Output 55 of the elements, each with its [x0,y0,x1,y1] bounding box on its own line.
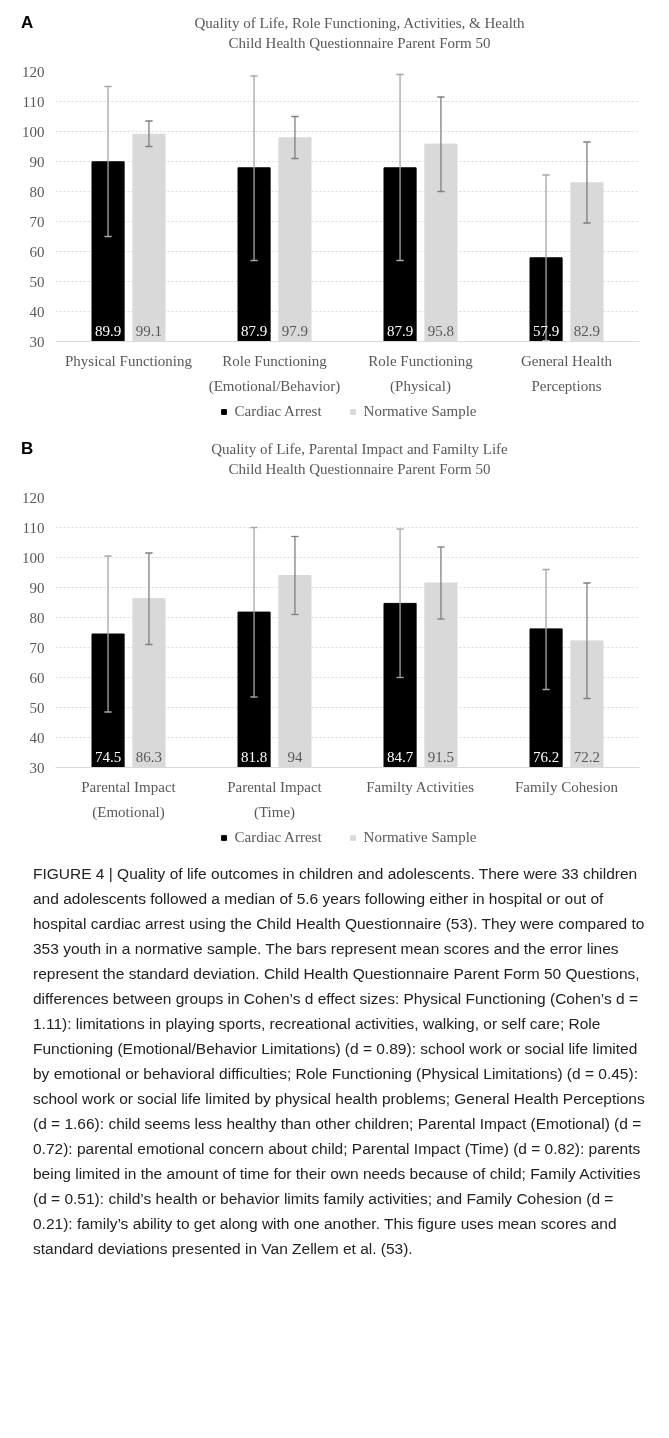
y-tick-label: 100 [22,123,45,140]
data-label: 97.9 [281,322,309,339]
legend-label: Cardiac Arrest [234,828,322,846]
chart-title: Quality of Life, Role Functioning, Activities, & Health [193,14,526,33]
category-label: Parental Impact (Time) [227,778,322,820]
y-tick-label: 50 [29,273,45,290]
text: A [21,12,34,34]
legend-label: Cardiac Arrest [234,402,322,420]
category-label: General Health Perceptions [520,352,613,394]
chart-subtitle: Child Health Questionnaire Parent Form 50 [227,34,492,53]
y-tick-label: 80 [29,183,45,200]
data-label: 57.9 [532,322,560,339]
y-tick-label: 40 [29,729,45,746]
chart-subtitle: Child Health Questionnaire Parent Form 50 [227,460,492,479]
data-label: 81.8 [240,748,268,765]
y-tick-label: 30 [29,759,45,776]
x-tick-label: Family Cohesion [515,778,619,795]
x-tick-label: Physical Functioning [64,352,193,369]
y-tick-label: 120 [22,489,45,506]
legend-label: Normative Sample [363,828,477,846]
category-label: Parental Impact (Emotional) [81,778,176,820]
y-tick-label: 100 [22,549,45,566]
category-label: Role Functioning (Emotional/Behavior) [208,352,341,394]
x-tick-label: Familty Activities [366,778,475,795]
y-tick-label: 30 [29,333,45,350]
y-tick-label: 50 [29,699,45,716]
y-tick-label: 80 [29,609,45,626]
chart-title: Quality of Life, Parental Impact and Familty Life [210,440,509,459]
y-tick-label: 90 [29,579,45,596]
data-label: 87.9 [240,322,268,339]
y-tick-label: 70 [29,639,45,656]
data-label: 95.8 [427,322,455,339]
data-label: 76.2 [532,748,560,765]
y-tick-label: 70 [29,213,45,230]
data-label: 72.2 [573,748,601,765]
text: B [21,438,34,460]
data-label: 94 [287,748,303,765]
y-tick-label: 40 [29,303,45,320]
data-label: 87.9 [386,322,414,339]
data-label: 99.1 [135,322,163,339]
y-tick-label: 110 [22,519,45,536]
data-label: 86.3 [135,748,163,765]
y-tick-label: 90 [29,153,45,170]
y-tick-label: 120 [22,63,45,80]
data-label: 82.9 [573,322,601,339]
data-label: 89.9 [94,322,122,339]
y-tick-label: 60 [29,669,45,686]
text: FIGURE 4 | Quality of life outcomes in children and adolescents. There were 33 children and adolescents followed a median of 5.6 years following either in hospital or out of hospital cardiac arrest using the Child Health Questionnaire (53). They were compared to 353 youth in a normative sample. The bars represent mean scores and the error lines represent the standard deviation. Child Health Questionnaire Parent Form 50 Questions, differences between groups in Cohen’s d effect sizes: Physical Functioning (Cohen’s d = 1.11): limitations in playing sports, recreational activities, walking, or self care; Role Functioning (Emotional/Behavior Limitations) (d = 0.89): school work or social life limited by emotional or behavioral difficulties; Role Functioning (Physical Limitations) (d = 0.45): school work or social life limited by physical health problems; General Health Perceptions (d = 1.66): child seems less healthy than other children; Parental Impact (Emotional) (d = 0.72): parental emotional concern about child; Parental Impact (Time) (d = 0.82): parents being limited in the amount of time for their own needs because of child; Family Activities (d = 0.51): child’s health or behavior limits family activities; and Family Cohesion (d = 0.21): family’s ability to get along with one another. This figure uses mean scores and standard deviations presented in Van Zellem et al. (53). [33,865,645,1257]
data-label: 74.5 [94,748,122,765]
y-tick-label: 110 [22,93,45,110]
y-tick-label: 60 [29,243,45,260]
data-label: 91.5 [427,748,455,765]
legend-label: Normative Sample [363,402,477,420]
data-label: 84.7 [386,748,414,765]
category-label: Role Functioning (Physical) [368,352,473,394]
